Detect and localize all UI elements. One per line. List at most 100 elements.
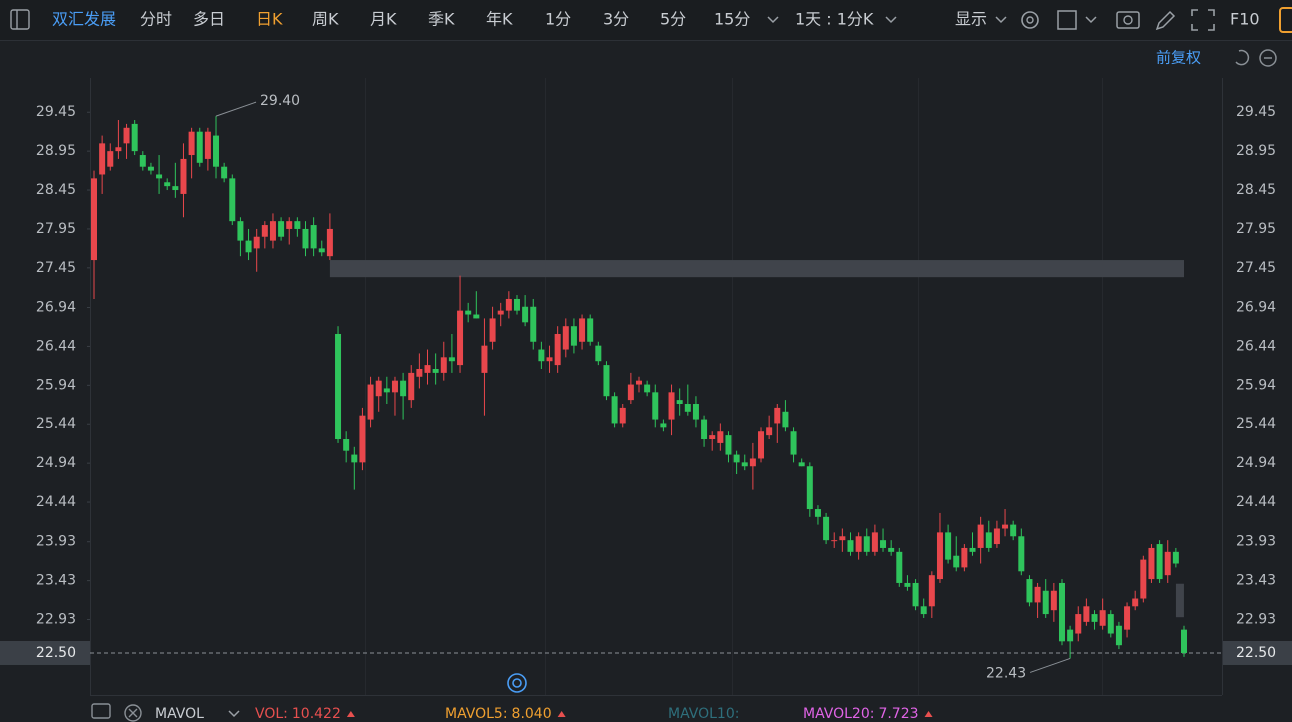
candle-body — [1075, 614, 1082, 634]
candle-body — [172, 186, 179, 191]
candle-body — [831, 540, 838, 542]
candle-body — [107, 151, 114, 167]
candle-body — [774, 407, 781, 424]
candle-body — [481, 345, 488, 373]
max-annotation-leader — [215, 101, 257, 117]
panel-edge-icon[interactable] — [1279, 7, 1292, 33]
dropdown-chevron[interactable] — [995, 16, 1007, 24]
candle-body — [969, 547, 976, 552]
y-tick-label-left: 26.94 — [36, 300, 76, 316]
period-tab[interactable]: 3分 — [603, 10, 629, 29]
candle-body — [424, 365, 431, 373]
settings-icon[interactable] — [1021, 11, 1039, 29]
period-tab[interactable]: 1分 — [545, 10, 571, 29]
period-tab[interactable]: 月K — [370, 10, 397, 29]
zoom-out-icon[interactable] — [1259, 49, 1277, 67]
indicator-item-value: 10.422 — [292, 706, 341, 722]
range-selector[interactable]: 1天 : 1分K — [795, 10, 874, 29]
dropdown-chevron[interactable] — [228, 710, 240, 718]
period-tab[interactable]: 多日 — [193, 10, 225, 29]
candle-body — [351, 454, 358, 463]
y-tick-label-right: 23.93 — [1236, 534, 1276, 550]
candle-body — [1164, 551, 1171, 576]
candle-body — [945, 532, 952, 560]
candle-body — [448, 357, 455, 362]
candle-body — [790, 431, 797, 455]
candle-body — [188, 131, 195, 156]
candle-body — [636, 380, 642, 385]
dropdown-chevron[interactable] — [767, 16, 779, 24]
candle-body — [278, 221, 285, 237]
indicator-item-name: VOL: — [255, 706, 288, 722]
candle-body — [1050, 590, 1057, 611]
indicator-item-name: MAVOL20: — [803, 706, 874, 722]
period-tab[interactable]: 日K — [256, 10, 283, 29]
fullscreen-icon[interactable] — [1191, 9, 1215, 31]
period-tab[interactable]: 年K — [486, 10, 513, 29]
indicator-trend-arrow — [557, 711, 566, 717]
indicator-name[interactable]: MAVOL — [155, 706, 204, 722]
candle-body — [91, 178, 97, 261]
candle-body — [229, 178, 236, 222]
candle-body — [400, 380, 407, 397]
candle-body — [457, 310, 464, 366]
candle-body — [587, 318, 594, 342]
candle-body — [1026, 579, 1033, 603]
candle-body — [245, 240, 252, 253]
period-tab[interactable]: 5分 — [660, 10, 686, 29]
stock-name[interactable]: 双汇发展 — [52, 10, 116, 29]
indicator-camera-icon[interactable] — [91, 703, 111, 719]
y-tick-label-right: 25.44 — [1236, 416, 1276, 432]
candle-body — [326, 228, 333, 257]
candle-body — [294, 221, 301, 229]
y-tick-label-right: 29.45 — [1236, 104, 1276, 120]
dropdown-chevron[interactable] — [1085, 16, 1097, 24]
candle-body — [847, 540, 854, 552]
gap-zone — [329, 260, 1184, 278]
indicator-close-icon[interactable] — [124, 704, 142, 722]
candle-body — [717, 431, 724, 443]
locate-button[interactable] — [507, 673, 527, 693]
candle-body — [196, 131, 203, 163]
display-menu[interactable]: 显示 — [955, 10, 987, 29]
indicator-close-x — [128, 708, 138, 718]
candle-body — [497, 310, 504, 315]
candle-body — [904, 582, 911, 587]
candle-body — [440, 357, 447, 373]
candle-body — [522, 306, 529, 323]
period-tab[interactable]: 季K — [428, 10, 455, 29]
candle-body — [1091, 614, 1098, 622]
candle-body — [505, 298, 512, 311]
f10-button[interactable]: F10 — [1230, 10, 1260, 29]
candle-body — [253, 236, 260, 249]
gap-zone — [1175, 583, 1184, 618]
y-tick-label-right: 27.95 — [1236, 221, 1276, 237]
checkbox-icon[interactable] — [1057, 10, 1077, 30]
period-tab[interactable]: 15分 — [714, 10, 750, 29]
adjust-mode[interactable]: 前复权 — [1156, 49, 1201, 67]
candle-body — [1099, 610, 1106, 626]
period-tab[interactable]: 周K — [312, 10, 339, 29]
y-tick-label-left: 26.44 — [36, 338, 76, 354]
y-tick-label-left: 23.43 — [36, 573, 76, 589]
candle-body — [977, 524, 984, 548]
screenshot-icon[interactable] — [1116, 11, 1140, 29]
candle-body — [335, 333, 342, 440]
candle-body — [993, 528, 1000, 545]
candle-body — [644, 384, 651, 393]
candle-body — [798, 462, 805, 467]
candle-body — [579, 318, 586, 342]
reset-icon[interactable] — [1235, 49, 1250, 66]
y-tick-label-left: 24.44 — [36, 494, 76, 510]
draw-icon[interactable] — [1155, 10, 1176, 31]
sidebar-toggle-icon[interactable] — [10, 9, 30, 30]
dropdown-chevron[interactable] — [885, 16, 897, 24]
candle-body — [318, 248, 325, 253]
candle-body — [1018, 536, 1025, 572]
candle-body — [1002, 524, 1009, 529]
period-tab[interactable]: 分时 — [140, 10, 172, 29]
y-tick-label-right: 27.45 — [1236, 260, 1276, 276]
candle-body — [99, 143, 106, 175]
candle-body — [692, 404, 699, 420]
